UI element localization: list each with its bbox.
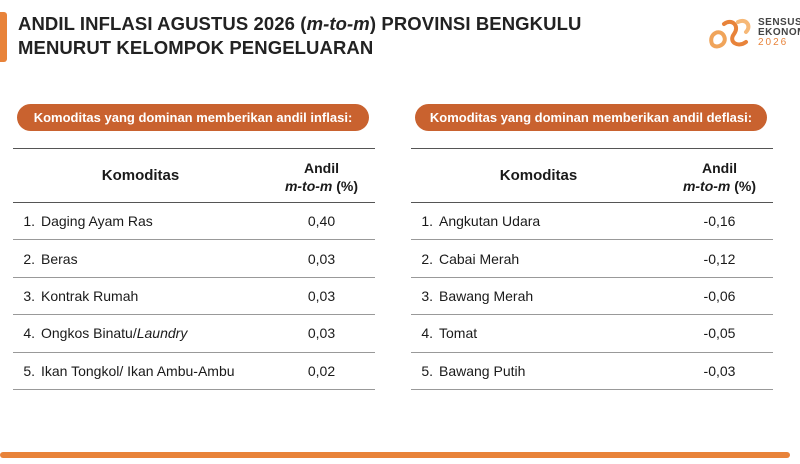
table-row: 5. Ikan Tongkol/ Ikan Ambu-Ambu 0,02 bbox=[13, 353, 375, 390]
andil-value: -0,03 bbox=[703, 362, 736, 379]
inflation-table: Komoditas Andil m-to-m (%) 1. Daging Ayam… bbox=[13, 148, 375, 390]
table-row: 4. Ongkos Binatu/Laundry 0,03 bbox=[13, 315, 375, 353]
inflation-panel: Komoditas yang dominan memberikan andil … bbox=[13, 104, 375, 390]
deflation-heading: Komoditas yang dominan memberikan andil … bbox=[415, 104, 767, 131]
commodity-name: Beras bbox=[41, 250, 78, 267]
footer-accent-line bbox=[0, 452, 790, 458]
andil-value: -0,06 bbox=[703, 287, 736, 304]
row-number: 2. bbox=[421, 250, 433, 267]
sensus-ekonomi-logo: SENSUS EKONOMI 2026 bbox=[706, 14, 800, 54]
table-header: Komoditas Andil m-to-m (%) bbox=[13, 149, 375, 203]
deflation-table: Komoditas Andil m-to-m (%) 1. Angkutan Ud… bbox=[411, 148, 773, 390]
andil-value: 0,03 bbox=[307, 250, 336, 267]
row-number: 5. bbox=[23, 362, 35, 379]
row-number: 1. bbox=[421, 213, 433, 230]
table-row: 2. Cabai Merah -0,12 bbox=[411, 240, 773, 278]
andil-value: -0,12 bbox=[703, 250, 736, 267]
logo-swirl-icon bbox=[709, 19, 751, 49]
commodity-column-header: Komoditas bbox=[499, 167, 578, 184]
commodity-name: Kontrak Rumah bbox=[41, 287, 139, 304]
table-header: Komoditas Andil m-to-m (%) bbox=[411, 149, 773, 203]
commodity-name: Bawang Merah bbox=[439, 287, 534, 304]
commodity-name: Ikan Tongkol/ Ikan Ambu-Ambu bbox=[41, 362, 235, 379]
table-row: 4. Tomat -0,05 bbox=[411, 315, 773, 353]
deflation-panel: Komoditas yang dominan memberikan andil … bbox=[411, 104, 773, 390]
row-number: 3. bbox=[421, 287, 433, 304]
commodity-name: Bawang Putih bbox=[439, 362, 526, 379]
andil-column-header: Andil m-to-m (%) bbox=[284, 159, 359, 194]
page-title: ANDIL INFLASI AGUSTUS 2026 (m-to-m) PROV… bbox=[18, 12, 581, 60]
row-number: 1. bbox=[23, 213, 35, 230]
title-accent-bar bbox=[0, 12, 7, 62]
andil-value: 0,03 bbox=[307, 287, 336, 304]
title-line-1: ANDIL INFLASI AGUSTUS 2026 (m-to-m) PROV… bbox=[18, 13, 582, 34]
commodity-name: Angkutan Udara bbox=[439, 213, 541, 230]
commodity-name: Tomat bbox=[439, 325, 478, 342]
table-row: 2. Beras 0,03 bbox=[13, 240, 375, 278]
andil-value: 0,40 bbox=[307, 213, 336, 230]
commodity-column-header: Komoditas bbox=[101, 167, 180, 184]
andil-value: 0,03 bbox=[307, 325, 336, 342]
table-row: 3. Kontrak Rumah 0,03 bbox=[13, 278, 375, 316]
inflation-heading: Komoditas yang dominan memberikan andil … bbox=[17, 104, 369, 131]
row-number: 2. bbox=[23, 250, 35, 267]
table-row: 3. Bawang Merah -0,06 bbox=[411, 278, 773, 316]
logo-text: SENSUS EKONOMI 2026 bbox=[758, 17, 800, 48]
andil-value: -0,05 bbox=[703, 325, 736, 342]
commodity-name: Ongkos Binatu/Laundry bbox=[41, 325, 188, 342]
row-number: 4. bbox=[421, 325, 433, 342]
table-row: 1. Daging Ayam Ras 0,40 bbox=[13, 203, 375, 241]
andil-column-header: Andil m-to-m (%) bbox=[682, 159, 757, 194]
row-number: 3. bbox=[23, 287, 35, 304]
andil-value: 0,02 bbox=[307, 362, 336, 379]
title-line-2: MENURUT KELOMPOK PENGELUARAN bbox=[18, 37, 374, 58]
row-number: 5. bbox=[421, 362, 433, 379]
row-number: 4. bbox=[23, 325, 35, 342]
table-row: 5. Bawang Putih -0,03 bbox=[411, 353, 773, 390]
commodity-name: Cabai Merah bbox=[439, 250, 520, 267]
table-row: 1. Angkutan Udara -0,16 bbox=[411, 203, 773, 241]
andil-value: -0,16 bbox=[703, 213, 736, 230]
commodity-name: Daging Ayam Ras bbox=[41, 213, 153, 230]
